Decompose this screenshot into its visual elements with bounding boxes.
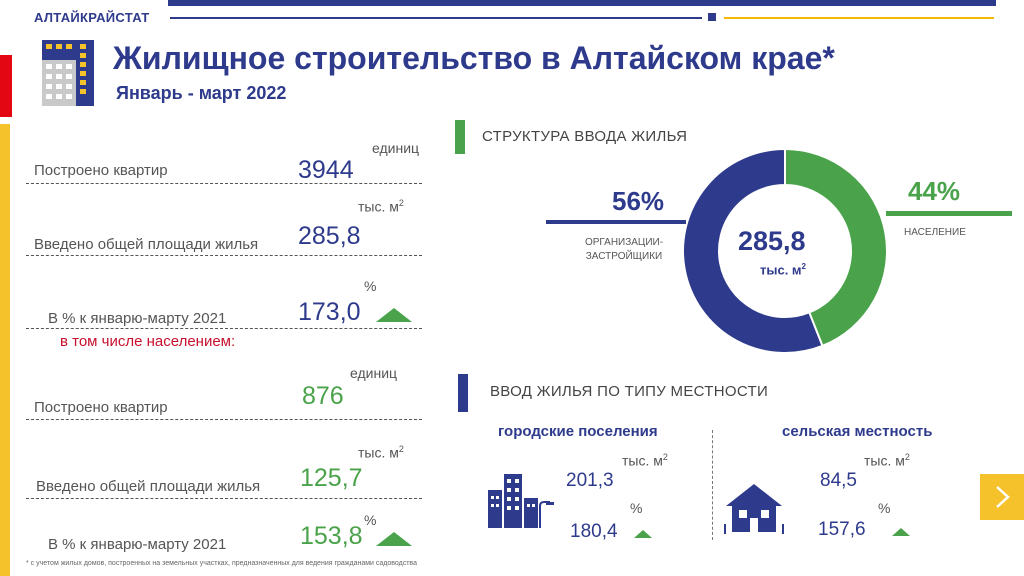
pop-pct-unit: %: [364, 512, 377, 528]
divider: [26, 328, 422, 329]
area-label: Введено общей площади жилья: [34, 236, 259, 253]
org-label: ОРГАНИЗАЦИИ- ЗАСТРОЙЩИКИ: [584, 237, 664, 262]
pop-area-unit: тыс. м2: [358, 444, 404, 461]
structure-donut-chart: [682, 148, 888, 354]
urban-unit: тыс. м2: [622, 452, 668, 469]
page-subtitle: Январь - март 2022: [116, 83, 287, 103]
yellow-accent-bar: [0, 124, 10, 576]
slice-org: [682, 148, 824, 354]
apartment-building-icon: [42, 40, 94, 106]
up-arrow-icon: [376, 532, 412, 546]
header-square: [708, 13, 716, 21]
locality-divider: [712, 430, 713, 540]
urban-pct-unit: %: [630, 500, 643, 516]
donut-center-unit: тыс. м2: [760, 262, 806, 278]
pop-apartments-value: 876: [302, 382, 344, 410]
area-value: 285,8: [298, 222, 361, 250]
up-arrow-icon: [634, 530, 652, 538]
pop-leader-line: [886, 211, 1012, 216]
locality-title: ВВОД ЖИЛЬЯ ПО ТИПУ МЕСТНОСТИ: [490, 383, 769, 400]
org-leader-line: [546, 220, 686, 224]
rural-house-icon: [724, 484, 784, 534]
population-heading: в том числе населением:: [60, 333, 236, 350]
divider: [26, 498, 422, 499]
org-percent: 56%: [612, 186, 665, 216]
pop-area-value: 125,7: [300, 464, 363, 492]
section-marker: [455, 120, 465, 154]
header-line: [170, 17, 702, 19]
divider: [26, 183, 422, 184]
city-buildings-icon: [488, 474, 554, 528]
header-line-gold: [724, 17, 994, 19]
next-slide-button[interactable]: [980, 474, 1024, 520]
donut-center-value: 285,8: [738, 226, 806, 256]
up-arrow-icon: [892, 528, 910, 536]
divider: [26, 255, 422, 256]
red-accent-bar: [0, 55, 12, 117]
pct-label: В % к январю-марту 2021: [48, 310, 227, 327]
pop-area-label: Введено общей площади жилья: [36, 478, 261, 495]
top-accent-bar: [168, 0, 996, 6]
section-marker: [458, 374, 468, 412]
chevron-right-icon: [996, 486, 1010, 508]
apartments-label: Построено квартир: [34, 162, 168, 179]
structure-title: СТРУКТУРА ВВОДА ЖИЛЬЯ: [482, 128, 688, 145]
rural-pct-unit: %: [878, 500, 891, 516]
rural-value: 84,5: [820, 470, 857, 491]
urban-value: 201,3: [566, 470, 614, 491]
rural-unit: тыс. м2: [864, 452, 910, 469]
pop-apartments-unit: единиц: [350, 365, 398, 381]
footnote: * с учетом жилых домов, построенных на з…: [26, 560, 417, 567]
rural-title: сельская местность: [782, 423, 933, 440]
slice-pop: [784, 148, 888, 348]
pop-label: НАСЕЛЕНИЕ: [904, 227, 966, 238]
brand-name: АЛТАЙКРАЙСТАТ: [34, 10, 150, 25]
urban-pct-value: 180,4: [570, 521, 618, 542]
pop-pct-value: 153,8: [300, 522, 363, 550]
apartments-unit: единиц: [372, 140, 420, 156]
pct-unit: %: [364, 278, 377, 294]
pop-pct-label: В % к январю-марту 2021: [48, 536, 227, 553]
pct-value: 173,0: [298, 298, 361, 326]
urban-title: городские поселения: [498, 423, 658, 440]
divider: [26, 419, 422, 420]
page-title: Жилищное строительство в Алтайском крае*: [113, 40, 835, 76]
pop-apartments-label: Построено квартир: [34, 399, 168, 416]
area-unit: тыс. м2: [358, 198, 404, 215]
apartments-value: 3944: [298, 156, 354, 184]
up-arrow-icon: [376, 308, 412, 322]
rural-pct-value: 157,6: [818, 519, 866, 540]
pop-percent: 44%: [908, 176, 961, 206]
